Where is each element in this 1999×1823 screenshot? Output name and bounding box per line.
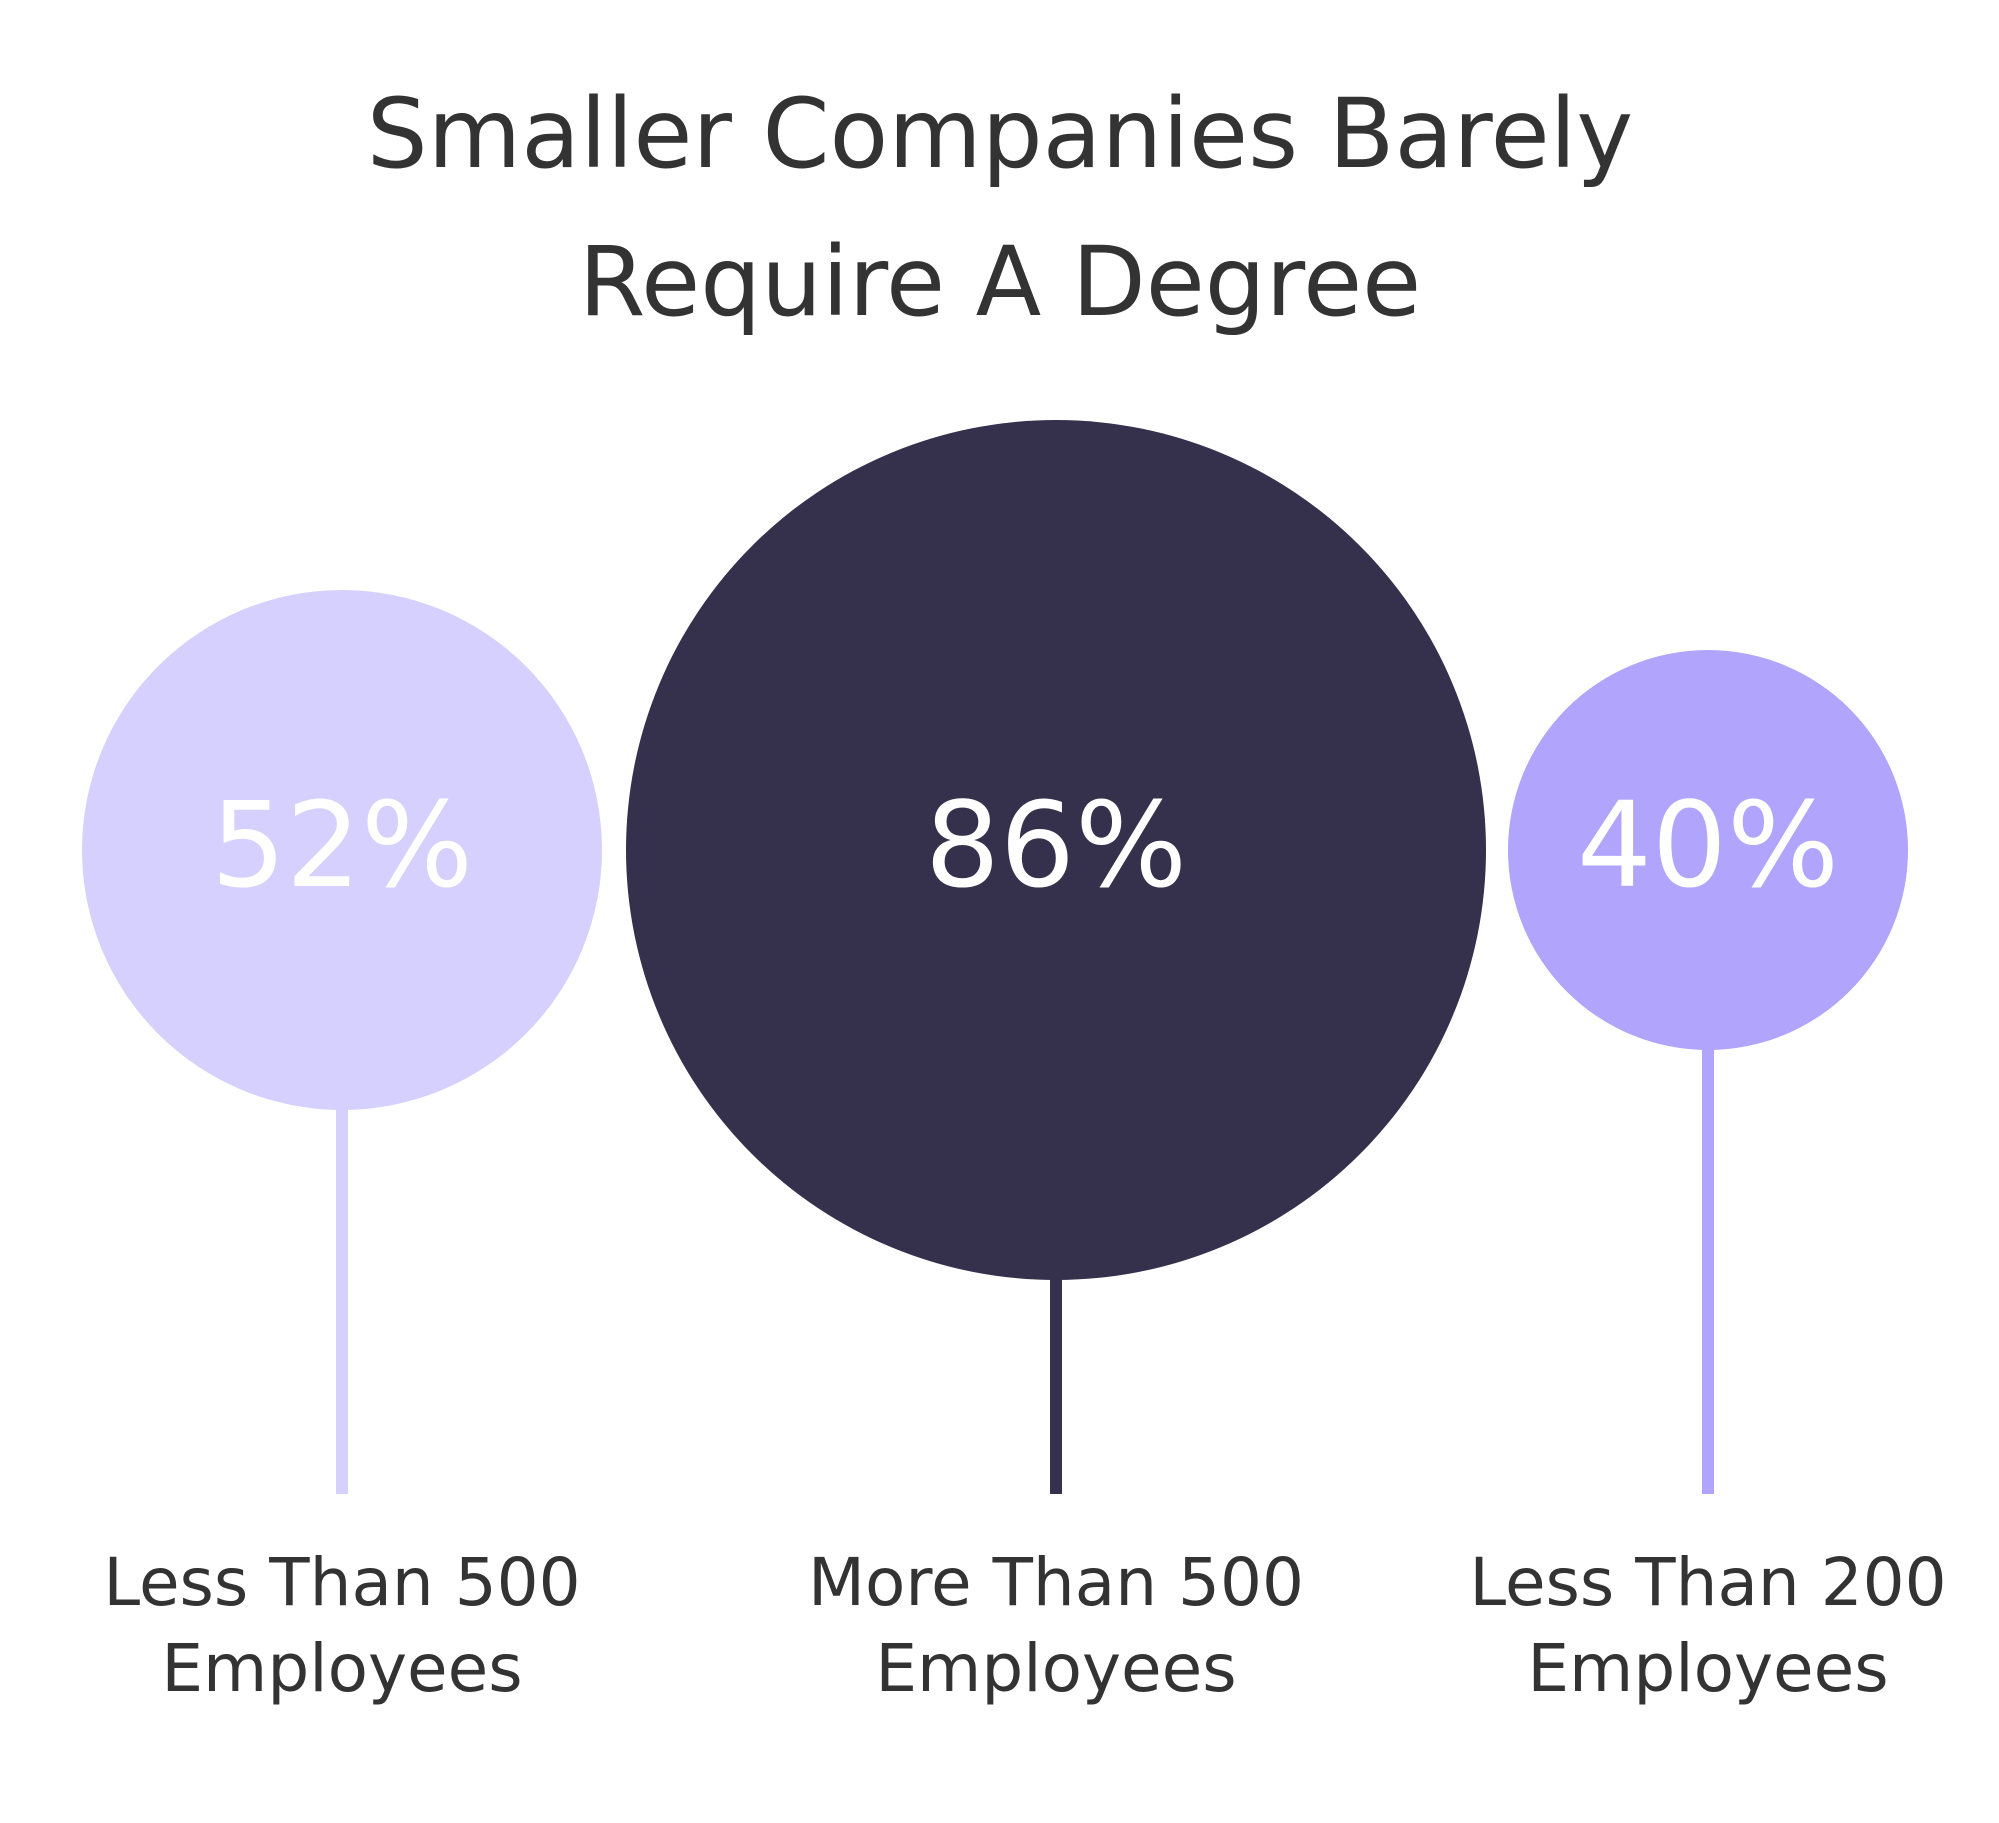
bubble <box>82 590 602 1110</box>
bubble <box>1508 650 1908 1050</box>
category-label: Less Than 500 Employees <box>103 1544 581 1707</box>
value-label: 86% <box>925 776 1187 914</box>
chart-title: Smaller Companies Barely Require A Degre… <box>366 78 1634 338</box>
bubble <box>626 420 1486 1280</box>
value-label: 52% <box>211 776 473 914</box>
category-label: More Than 500 Employees <box>808 1544 1304 1707</box>
category-label: Less Than 200 Employees <box>1469 1544 1947 1707</box>
value-label: 40% <box>1577 776 1839 914</box>
